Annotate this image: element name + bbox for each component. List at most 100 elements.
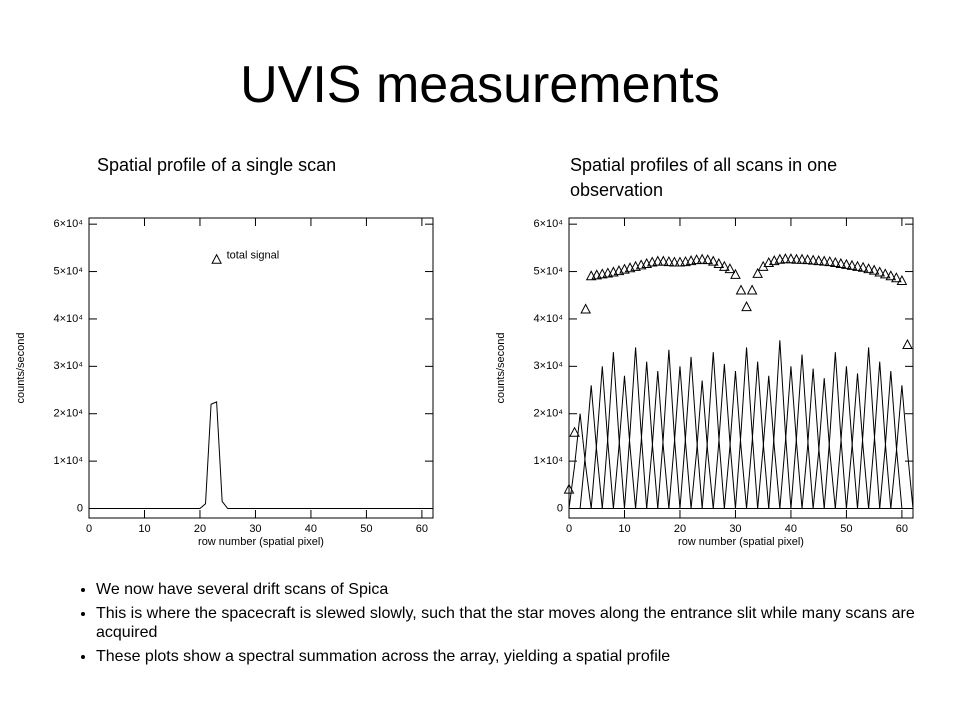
bullet-list: We now have several drift scans of Spica… [60, 580, 936, 671]
x-tick-label: 50 [840, 523, 852, 535]
total-signal-marker [780, 253, 791, 264]
bullet: These plots show a spectral summation ac… [96, 647, 936, 666]
x-tick-label: 60 [416, 523, 428, 535]
total-signal-marker [868, 264, 880, 275]
total-signal-marker [896, 274, 908, 286]
total-signal-marker [741, 301, 752, 312]
x-axis-label: row number (spatial pixel) [678, 536, 804, 548]
total-signal-marker [824, 256, 836, 267]
total-signal-marker [652, 255, 664, 266]
profile-line [790, 354, 814, 509]
profile-line [779, 366, 803, 509]
plot-frame [88, 217, 434, 519]
chart-title: Spatial profiles of all scans in one obs… [570, 155, 838, 200]
profile-line [89, 401, 433, 510]
profile-line [712, 363, 736, 509]
total-signal-marker [846, 259, 858, 270]
total-signal-marker [796, 253, 808, 264]
total-signal-marker [713, 257, 725, 268]
x-tick-label: 0 [566, 523, 572, 535]
profile-line [857, 347, 881, 509]
total-signal-marker [791, 253, 802, 264]
x-tick-label: 0 [86, 523, 92, 535]
total-signal-marker [785, 253, 797, 264]
y-tick-label: 6×10⁴ [533, 218, 563, 230]
total-signal-marker [735, 284, 747, 295]
profile-line [768, 340, 792, 509]
bullet: We now have several drift scans of Spica [96, 580, 936, 599]
total-signal-marker [746, 284, 758, 295]
y-tick-label: 0 [557, 502, 563, 514]
y-tick-label: 4×10⁴ [53, 313, 83, 325]
x-tick-label: 50 [360, 523, 372, 535]
y-axis-label: counts/second [15, 333, 27, 404]
total-signal-marker [841, 258, 852, 269]
total-signal-marker [829, 256, 841, 268]
profile-line [590, 366, 614, 509]
x-tick-label: 30 [249, 523, 261, 535]
total-signal-marker [674, 256, 686, 267]
total-signal-marker [211, 253, 222, 264]
total-signal-marker [852, 260, 863, 271]
total-signal-marker [752, 267, 763, 278]
profile-line [757, 375, 781, 509]
profile-line [657, 349, 681, 509]
profile-line [612, 375, 637, 509]
y-tick-label: 1×10⁴ [53, 455, 83, 467]
total-signal-marker [580, 303, 591, 314]
total-signal-marker [691, 254, 702, 265]
total-signal-marker [657, 255, 669, 266]
total-signal-marker [569, 426, 580, 437]
y-tick-label: 1×10⁴ [533, 455, 563, 467]
profile-line [579, 385, 603, 509]
total-signal-marker [857, 261, 869, 272]
y-tick-label: 5×10⁴ [53, 265, 83, 277]
x-tick-label: 60 [896, 523, 908, 535]
total-signal-marker [724, 263, 736, 274]
profile-line [601, 352, 625, 509]
total-signal-marker [902, 338, 913, 350]
profile-line [723, 371, 748, 509]
profile-line [646, 371, 670, 509]
x-tick-label: 40 [785, 523, 797, 535]
total-signal-marker [563, 483, 575, 494]
profile-line [701, 352, 725, 509]
x-tick-label: 20 [194, 523, 206, 535]
slide-title: UVIS measurements [240, 56, 720, 114]
y-axis-label: counts/second [495, 333, 507, 404]
profile-line [746, 361, 770, 509]
total-signal-marker [763, 256, 775, 268]
y-tick-label: 6×10⁴ [53, 218, 83, 230]
total-signal-marker [891, 272, 902, 283]
total-signal-marker [669, 256, 680, 267]
profile-line [845, 373, 870, 509]
y-tick-label: 4×10⁴ [533, 313, 563, 325]
total-signal-marker [818, 255, 830, 266]
total-signal-marker [879, 268, 891, 279]
y-tick-label: 3×10⁴ [533, 360, 563, 372]
y-tick-label: 0 [77, 502, 83, 514]
profile-line [568, 413, 592, 509]
profile-line [823, 352, 847, 509]
profile-line [834, 366, 859, 509]
total-signal-marker [730, 268, 741, 279]
profile-line [679, 356, 703, 509]
total-signal-marker [802, 254, 813, 265]
profile-line [635, 361, 659, 509]
total-signal-marker [885, 270, 897, 281]
profile-line [879, 371, 903, 509]
profile-line [668, 366, 692, 509]
total-signal-marker [707, 255, 719, 266]
profile-line [734, 347, 759, 509]
total-signal-marker [813, 255, 825, 266]
y-tick-label: 3×10⁴ [53, 360, 83, 372]
total-signal-marker [774, 253, 786, 264]
total-signal-marker [663, 256, 675, 267]
x-tick-label: 10 [138, 523, 150, 535]
x-tick-label: 20 [674, 523, 686, 535]
y-tick-label: 5×10⁴ [533, 265, 563, 277]
profile-line [690, 380, 714, 509]
total-signal-marker [719, 260, 730, 271]
total-signal-marker [835, 257, 847, 268]
